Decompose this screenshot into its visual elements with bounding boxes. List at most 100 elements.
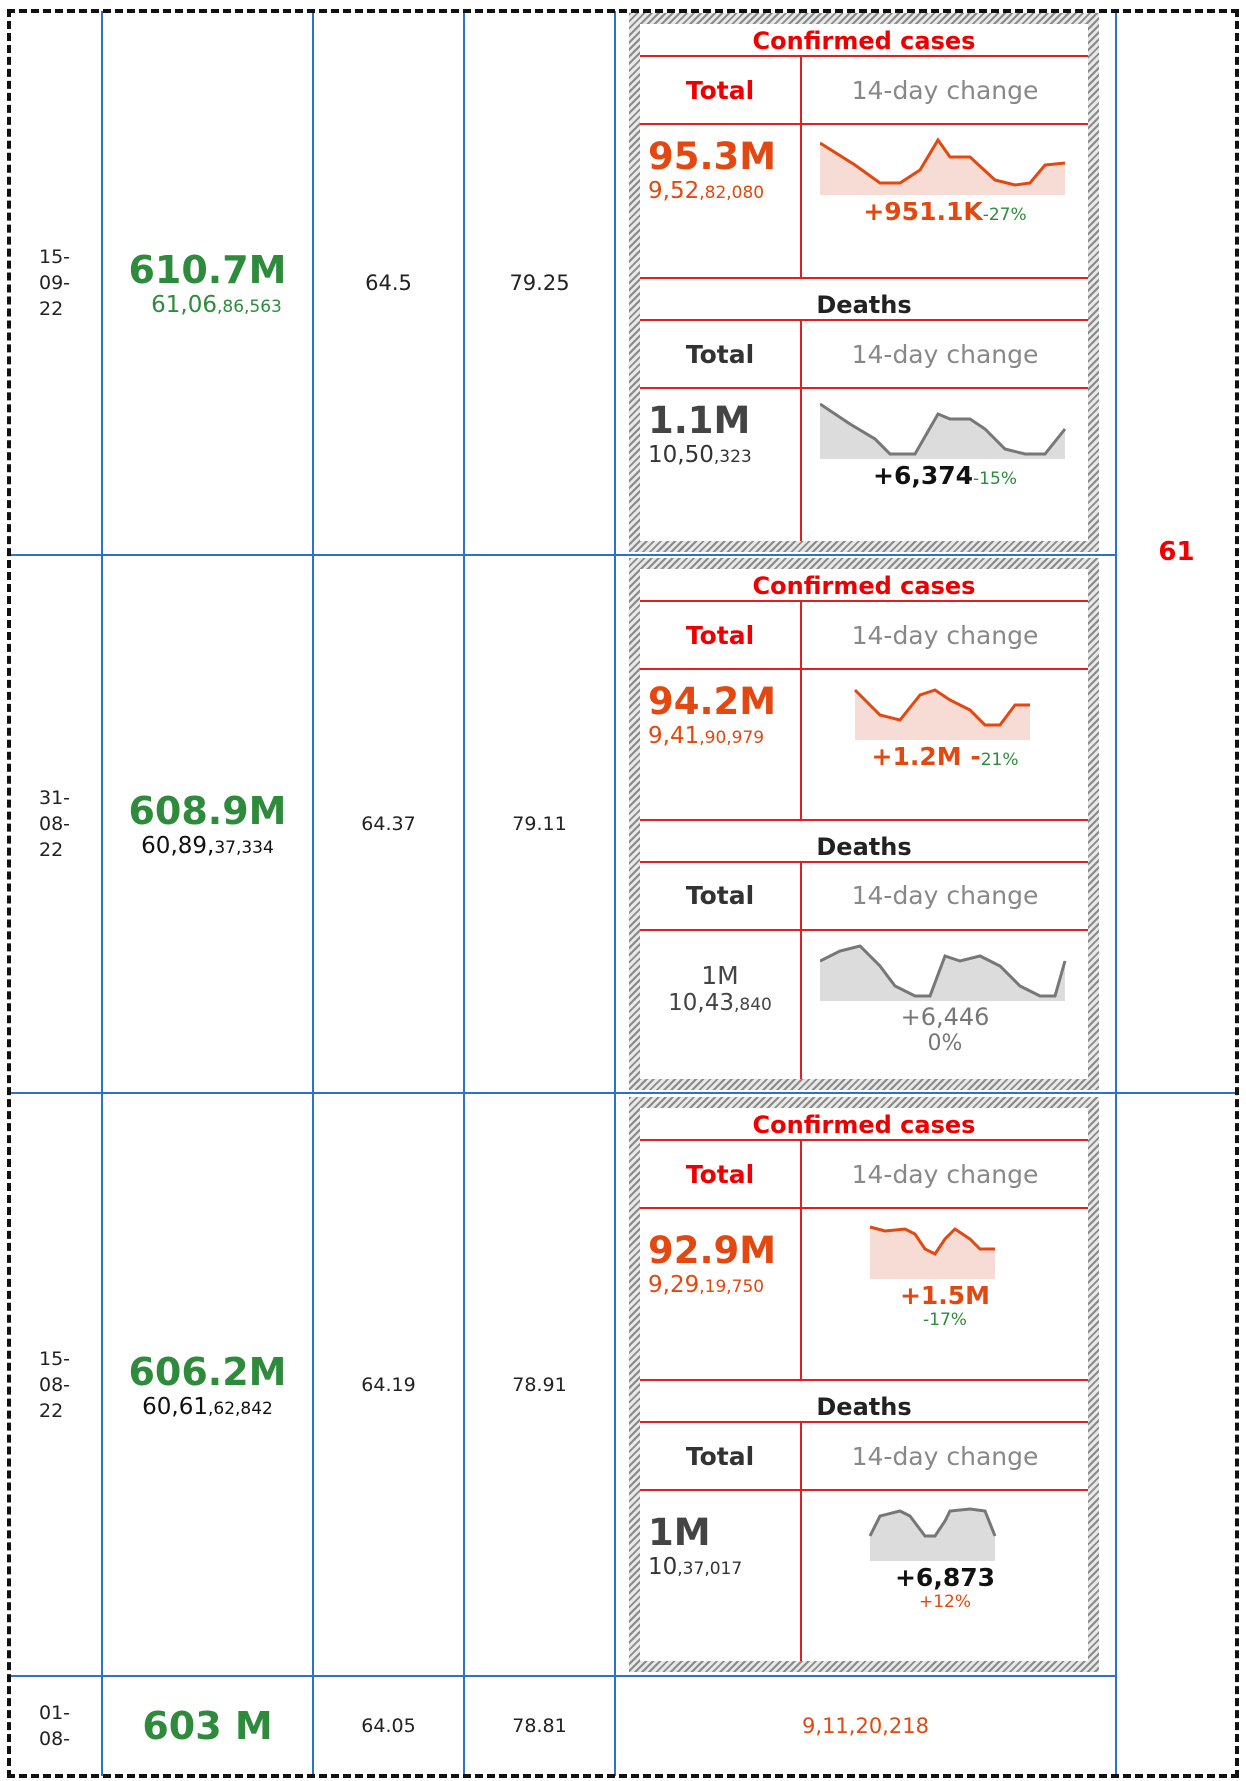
header-row: Total 14-day change xyxy=(640,602,1088,668)
data-row: 1M 10,37,017 +6,873 +12% xyxy=(640,1489,1088,1661)
data-row: 94.2M 9,41,90,979 +1.2M -21% xyxy=(640,668,1088,819)
date-line: 09- xyxy=(39,272,71,294)
sparkline-line xyxy=(868,1507,997,1538)
full-value: 9,52,82,080 xyxy=(648,178,800,204)
sparkline-area xyxy=(870,1509,995,1561)
full-minor: ,90,979 xyxy=(699,728,765,748)
value-cell: 78.91 xyxy=(512,1373,567,1396)
change-header: 14-day change xyxy=(851,339,1039,369)
sparkline xyxy=(820,402,1067,459)
sparkline-line xyxy=(820,137,1066,187)
change-header: 14-day change xyxy=(851,75,1039,105)
full-major: 10,43 xyxy=(668,989,734,1016)
value-cell: 64.19 xyxy=(361,1373,416,1396)
full-major: 61,06 xyxy=(151,292,217,318)
full-value: 10,43,840 xyxy=(640,990,800,1016)
total-cell: 610.7M 61,06,86,563 xyxy=(102,11,313,555)
total-cell: 92.9M 9,29,19,750 xyxy=(640,1209,802,1379)
change-line: +6,446 0% xyxy=(901,1003,990,1056)
row-line xyxy=(9,1675,1116,1677)
column-line xyxy=(463,11,465,1776)
total-value: 1M xyxy=(648,1511,711,1554)
data-row: 92.9M 9,29,19,750 +1.5M -17% xyxy=(640,1207,1088,1379)
sparkline-line xyxy=(853,688,1030,727)
full-value: 9,29,19,750 xyxy=(648,1272,800,1298)
stats-block: Confirmed cases Total 14-day change 94.2M 9,… xyxy=(629,558,1099,1090)
change-cell: +6,873 +12% xyxy=(802,1491,1088,1661)
date-line: 15- xyxy=(39,246,71,268)
section-title: Deaths xyxy=(640,277,1088,319)
sparkline-area xyxy=(820,404,1065,459)
date-cell: 15- 08- 22 xyxy=(9,1093,102,1676)
merged-value: 61 xyxy=(1158,537,1195,567)
full-value: 9,41,90,979 xyxy=(648,723,800,749)
change-value: +6,873 xyxy=(894,1563,996,1592)
total-value: 95.3M xyxy=(648,135,777,178)
change-line: +1.2M -21% xyxy=(872,742,1019,771)
total-cell: 95.3M 9,52,82,080 xyxy=(640,125,802,277)
total-cell: 1M 10,43,840 xyxy=(640,930,802,1079)
change-header: 14-day change xyxy=(851,1441,1039,1471)
date-line: 08- xyxy=(39,1373,71,1396)
full-value: 10,50,323 xyxy=(648,442,800,468)
header-row: Total 14-day change xyxy=(640,1141,1088,1207)
total-full: 60,61,62,842 xyxy=(142,1394,273,1420)
stats-inner: Confirmed cases Total 14-day change 94.2M 9,… xyxy=(640,569,1088,1079)
column-line xyxy=(312,11,314,1776)
row-line xyxy=(9,554,1116,556)
total-cell: 606.2M 60,61,62,842 xyxy=(102,1093,313,1676)
sparkline xyxy=(820,137,1066,195)
change-header: 14-day change xyxy=(851,881,1039,910)
data-row: 1.1M 10,50,323 +6,374-15% xyxy=(640,387,1088,541)
full-minor: ,19,750 xyxy=(699,1277,765,1297)
sparkline xyxy=(869,1225,995,1279)
total-cell: 1.1M 10,50,323 xyxy=(640,389,802,541)
date-line: 22 xyxy=(39,1399,64,1422)
total-header: Total xyxy=(640,1141,802,1207)
change-line: +1.5M -17% xyxy=(900,1281,990,1330)
value-cell: 64.37 xyxy=(361,813,416,835)
date-line: 22 xyxy=(39,298,64,320)
section-title: Deaths xyxy=(640,1379,1088,1421)
change-percent: -27% xyxy=(982,205,1027,225)
total-short: 608.9M xyxy=(128,789,287,833)
total-full: 61,06,86,563 xyxy=(133,292,282,318)
cases-section: Total 14-day change 94.2M 9,41,90,979 +1.2M … xyxy=(640,600,1088,819)
total-cell: 94.2M 9,41,90,979 xyxy=(640,670,802,819)
total-cell: 608.9M 60,89,37,334 xyxy=(102,555,313,1093)
change-percent: 0% xyxy=(927,1030,963,1056)
full-major: 9,41 xyxy=(648,723,700,749)
value-cell: 64.5 xyxy=(365,271,412,295)
total-cell: 1M 10,37,017 xyxy=(640,1491,802,1661)
cases-section: Total 14-day change 92.9M 9,29,19,750 +1.5M -… xyxy=(640,1139,1088,1379)
column-line xyxy=(101,11,103,1776)
total-header: Total xyxy=(640,862,802,929)
change-value: +6,374 xyxy=(873,461,974,490)
header-row: Total 14-day change xyxy=(640,1423,1088,1489)
date-line: 15- xyxy=(39,1347,71,1370)
full-minor: ,86,563 xyxy=(216,297,282,317)
full-major: 60,89, xyxy=(141,833,215,859)
date-line: 08- xyxy=(39,813,71,835)
change-cell: +6,374-15% xyxy=(802,389,1088,541)
sparkline-line xyxy=(820,943,1067,997)
sparkline xyxy=(853,688,1030,740)
full-minor: ,62,842 xyxy=(207,1398,273,1419)
full-minor: ,82,080 xyxy=(699,183,765,203)
change-value: +951.1K xyxy=(863,197,983,226)
total-value: 1.1M xyxy=(648,399,751,442)
full-major: 9,52 xyxy=(648,178,700,204)
change-percent: 21% xyxy=(980,750,1019,770)
section-title: Confirmed cases xyxy=(752,1111,976,1139)
header-row: Total 14-day change xyxy=(640,57,1088,123)
full-minor: ,37,017 xyxy=(677,1559,743,1579)
value-cell: 79.25 xyxy=(509,271,570,295)
total-header: Total xyxy=(640,57,802,123)
change-percent: +12% xyxy=(918,1592,972,1612)
change-value: +6,446 xyxy=(900,1002,990,1031)
cases-total: 9,11,20,218 xyxy=(802,1714,929,1738)
deaths-section: Total 14-day change 1.1M 10,50,323 +6,374-15… xyxy=(640,319,1088,541)
total-header: Total xyxy=(640,1423,802,1489)
stats-block: Confirmed cases Total 14-day change 92.9M 9,… xyxy=(629,1097,1099,1672)
